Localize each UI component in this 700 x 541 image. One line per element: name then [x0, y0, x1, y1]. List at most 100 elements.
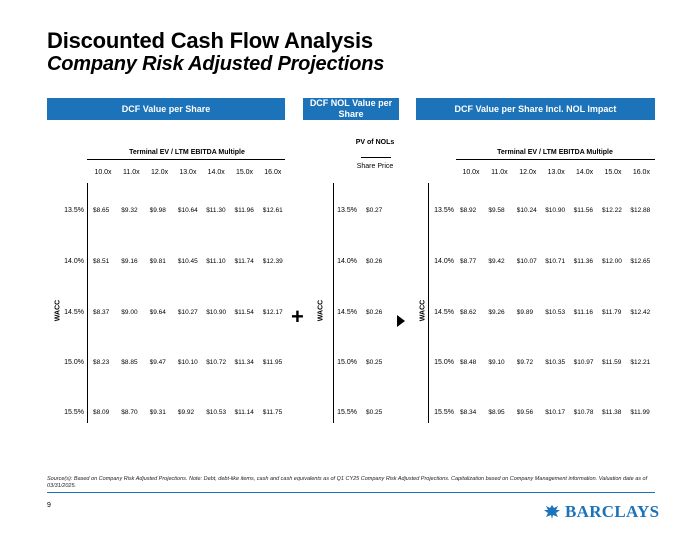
table-cell: $0.25: [366, 409, 383, 416]
arrow-right-icon: [397, 315, 405, 327]
table-cell: $10.07: [516, 258, 537, 265]
pv-nols-underline: [361, 157, 391, 158]
table-cell: $8.77: [460, 258, 477, 265]
wacc-row-label: 15.0%: [434, 359, 454, 366]
left-wacc-divider: [87, 183, 88, 423]
dcf-incl-nol-banner: DCF Value per Share Incl. NOL Impact: [416, 98, 655, 120]
page-subtitle: Company Risk Adjusted Projections: [47, 53, 385, 75]
table-cell: $8.51: [93, 258, 110, 265]
table-cell: $10.10: [177, 359, 198, 366]
table-cell: $9.32: [121, 207, 138, 214]
table-cell: $11.56: [573, 207, 593, 214]
table-cell: $10.35: [545, 359, 566, 366]
table-cell: $12.00: [602, 258, 622, 265]
wacc-row-label: 15.5%: [434, 409, 454, 416]
table-cell: $9.47: [149, 359, 166, 366]
table-cell: $10.53: [206, 409, 227, 416]
table-cell: $11.34: [234, 359, 254, 366]
table-cell: $8.09: [93, 409, 110, 416]
table-cell: $10.53: [545, 309, 566, 316]
column-header: 14.0x: [207, 169, 225, 176]
table-cell: $9.42: [488, 258, 505, 265]
table-cell: $11.36: [573, 258, 593, 265]
table-cell: $8.85: [121, 359, 138, 366]
table-cell: $10.17: [545, 409, 566, 416]
wacc-row-label: 14.5%: [434, 309, 454, 316]
column-header: 16.0x: [264, 169, 282, 176]
table-cell: $11.74: [234, 258, 254, 265]
table-cell: $8.48: [460, 359, 477, 366]
table-cell: $11.10: [206, 258, 226, 265]
column-header: 10.0x: [94, 169, 112, 176]
wacc-row-label: 14.5%: [64, 309, 84, 316]
table-cell: $9.10: [488, 359, 505, 366]
logo-wordmark: BARCLAYS: [565, 502, 660, 521]
table-cell: $11.16: [573, 309, 593, 316]
table-cell: $11.54: [234, 309, 254, 316]
table-cell: $12.22: [602, 207, 622, 214]
table-cell: $8.95: [488, 409, 505, 416]
page-number: 9: [47, 502, 51, 509]
wacc-row-label: 15.5%: [337, 409, 357, 416]
nol-value-banner: DCF NOL Value per Share: [303, 98, 399, 120]
table-cell: $11.30: [206, 207, 226, 214]
table-cell: $9.00: [121, 309, 138, 316]
table-cell: $12.88: [630, 207, 651, 214]
table-cell: $12.17: [262, 309, 283, 316]
table-cell: $8.34: [460, 409, 477, 416]
table-cell: $9.92: [177, 409, 195, 416]
table-cell: $10.90: [545, 207, 566, 214]
wacc-row-label: 14.0%: [337, 258, 357, 265]
table-cell: $9.26: [488, 309, 505, 316]
column-header: 14.0x: [576, 169, 594, 176]
barclays-logo: BARCLAYS: [543, 502, 659, 522]
table-cell: $8.70: [121, 409, 138, 416]
table-cell: $10.72: [206, 359, 227, 366]
table-cell: $9.72: [516, 359, 534, 366]
left-wacc-label: WACC: [54, 299, 62, 322]
table-cell: $0.26: [366, 309, 383, 316]
table-cell: $11.75: [262, 409, 283, 416]
table-cell: $8.23: [93, 359, 110, 366]
table-cell: $9.64: [149, 309, 166, 316]
wacc-row-label: 15.0%: [64, 359, 84, 366]
table-cell: $12.42: [630, 309, 651, 316]
wacc-row-label: 15.5%: [64, 409, 84, 416]
table-cell: $10.27: [177, 309, 198, 316]
table-cell: $9.81: [149, 258, 166, 265]
table-cell: $11.95: [262, 359, 283, 366]
table-cell: $9.56: [516, 409, 534, 416]
table-cell: $9.31: [149, 409, 166, 416]
table-cell: $8.37: [93, 309, 110, 316]
column-header: 16.0x: [632, 169, 650, 176]
plus-symbol: +: [291, 304, 304, 329]
wacc-row-label: 15.0%: [337, 359, 357, 366]
column-header: 12.0x: [519, 169, 537, 176]
column-header: 13.0x: [547, 169, 565, 176]
table-cell: $11.59: [602, 359, 622, 366]
left-multiple-underline: [87, 159, 285, 160]
table-cell: $12.39: [262, 258, 283, 265]
wacc-row-label: 14.0%: [64, 258, 84, 265]
table-cell: $0.25: [366, 359, 383, 366]
column-header: 11.0x: [122, 169, 140, 176]
table-cell: $10.90: [206, 309, 227, 316]
mid-wacc-label: WACC: [317, 299, 325, 322]
wacc-row-label: 14.5%: [337, 309, 357, 316]
mid-wacc-divider: [333, 183, 334, 423]
column-header: 10.0x: [462, 169, 480, 176]
table-cell: $9.16: [121, 258, 138, 265]
table-cell: $12.61: [262, 207, 283, 214]
table-cell: $0.26: [366, 258, 383, 265]
wacc-row-label: 13.5%: [434, 207, 454, 214]
table-cell: $8.65: [93, 207, 110, 214]
table-cell: $8.62: [460, 309, 477, 316]
pv-nols-header: PV of NOLs: [355, 139, 395, 146]
column-header: 13.0x: [179, 169, 197, 176]
table-cell: $10.24: [516, 207, 537, 214]
table-cell: $11.96: [234, 207, 254, 214]
table-cell: $11.38: [602, 409, 622, 416]
table-cell: $11.79: [602, 309, 622, 316]
table-cell: $9.58: [488, 207, 505, 214]
wacc-row-label: 13.5%: [337, 207, 357, 214]
